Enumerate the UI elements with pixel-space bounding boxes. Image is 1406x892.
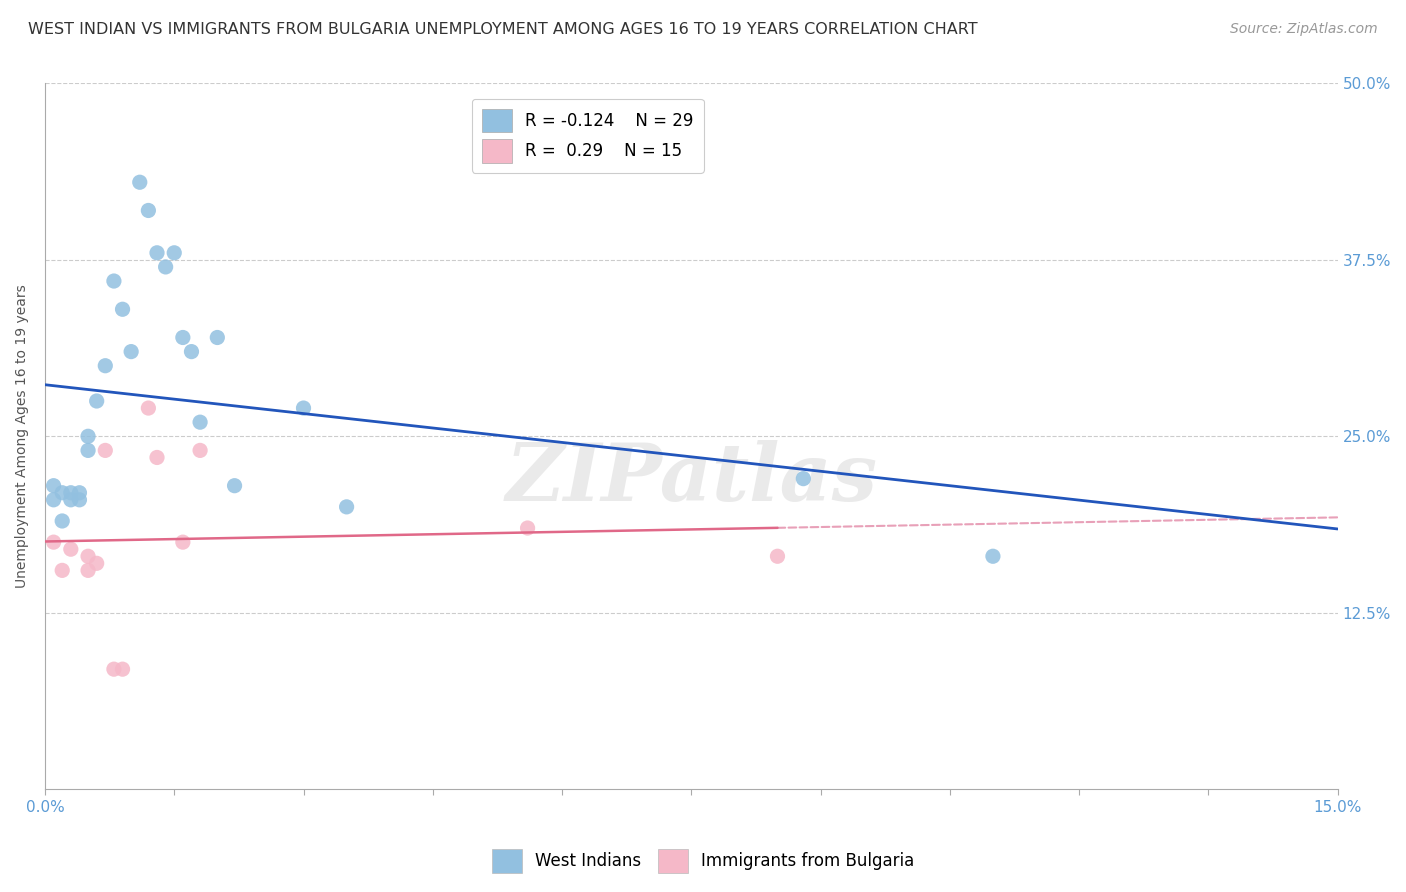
- Point: [86, 557, 108, 571]
- Point: [69, 485, 91, 500]
- Point: [103, 274, 125, 288]
- Point: [172, 535, 194, 549]
- Point: [155, 260, 177, 274]
- Legend: West Indians, Immigrants from Bulgaria: West Indians, Immigrants from Bulgaria: [485, 842, 921, 880]
- Point: [86, 394, 108, 409]
- Point: [51, 485, 73, 500]
- Point: [207, 330, 229, 344]
- Point: [51, 563, 73, 577]
- Point: [42, 492, 65, 507]
- Point: [188, 415, 211, 429]
- Point: [172, 330, 194, 344]
- Point: [120, 344, 142, 359]
- Y-axis label: Unemployment Among Ages 16 to 19 years: Unemployment Among Ages 16 to 19 years: [15, 285, 30, 588]
- Point: [766, 549, 789, 564]
- Point: [111, 662, 134, 676]
- Point: [59, 485, 82, 500]
- Point: [111, 302, 134, 317]
- Point: [77, 563, 100, 577]
- Text: WEST INDIAN VS IMMIGRANTS FROM BULGARIA UNEMPLOYMENT AMONG AGES 16 TO 19 YEARS C: WEST INDIAN VS IMMIGRANTS FROM BULGARIA …: [28, 22, 977, 37]
- Point: [94, 359, 117, 373]
- Point: [180, 344, 202, 359]
- Point: [77, 549, 100, 564]
- Point: [336, 500, 359, 514]
- Point: [146, 245, 169, 260]
- Point: [51, 514, 73, 528]
- Point: [59, 492, 82, 507]
- Point: [94, 443, 117, 458]
- Point: [224, 478, 246, 492]
- Legend: R = -0.124    N = 29, R =  0.29    N = 15: R = -0.124 N = 29, R = 0.29 N = 15: [472, 99, 704, 173]
- Point: [42, 535, 65, 549]
- Point: [138, 401, 160, 415]
- Point: [77, 443, 100, 458]
- Point: [138, 203, 160, 218]
- Point: [59, 542, 82, 557]
- Point: [792, 472, 814, 486]
- Point: [981, 549, 1004, 564]
- Point: [146, 450, 169, 465]
- Point: [188, 443, 211, 458]
- Point: [292, 401, 315, 415]
- Point: [163, 245, 186, 260]
- Point: [128, 175, 150, 189]
- Point: [77, 429, 100, 443]
- Text: ZIPatlas: ZIPatlas: [505, 440, 877, 517]
- Point: [516, 521, 538, 535]
- Text: Source: ZipAtlas.com: Source: ZipAtlas.com: [1230, 22, 1378, 37]
- Point: [103, 662, 125, 676]
- Point: [69, 492, 91, 507]
- Point: [42, 478, 65, 492]
